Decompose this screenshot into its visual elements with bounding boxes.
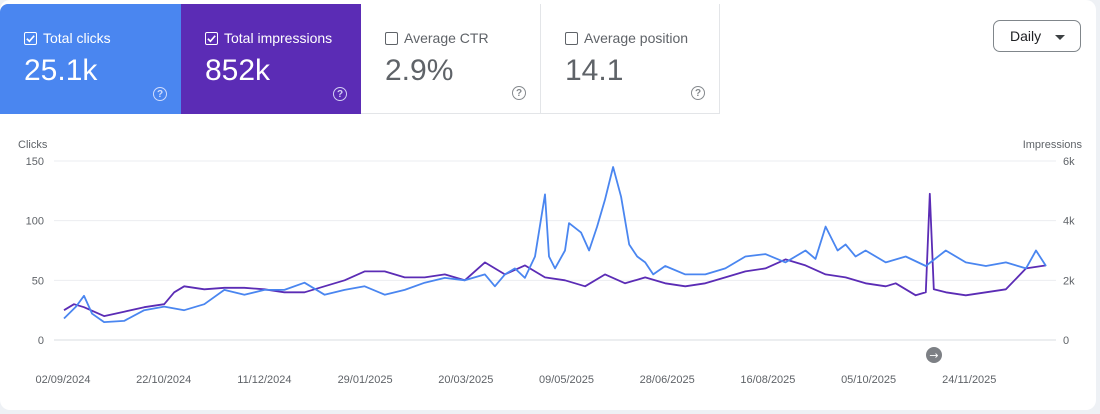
y-left-axis-title: Clicks [18,139,48,151]
granularity-selected: Daily [1010,28,1042,44]
caret-down-icon [1055,35,1065,40]
average-ctr-value: 2.9% [385,54,454,87]
total-clicks-value: 25.1k [24,54,98,87]
total-impressions-header: Total impressions [205,30,332,46]
x-axis-ticks: 02/09/2024 22/10/2024 11/12/2024 29/01/2025… [35,374,996,386]
x-tick: 05/10/2025 [841,374,896,386]
total-impressions-value: 852k [205,54,271,87]
chart-series [63,166,1047,323]
x-tick: 02/09/2024 [35,374,90,386]
y-left-tick: 100 [26,216,44,228]
average-ctr-label: Average CTR [404,30,489,46]
y-right-tick: 4k [1063,216,1075,228]
y-left-ticks: 0 50 100 150 [26,156,44,347]
average-position-card[interactable]: Average position 14.1 ? [541,4,720,114]
check-icon [26,34,35,42]
average-ctr-checkbox[interactable] [385,31,398,45]
help-icon[interactable]: ? [333,87,347,101]
x-tick: 28/06/2025 [640,374,695,386]
total-clicks-header: Total clicks [24,30,111,46]
arrow-right-icon: → [929,349,938,362]
next-period-button[interactable]: → [926,347,942,363]
average-position-header: Average position [565,30,688,46]
x-tick: 11/12/2024 [237,374,291,386]
help-icon[interactable]: ? [153,87,167,101]
check-icon [207,34,216,42]
total-impressions-label: Total impressions [224,30,333,46]
average-position-value: 14.1 [565,54,624,87]
y-left-tick: 150 [26,156,44,168]
average-position-checkbox[interactable] [565,31,578,45]
y-right-ticks: 0 2k 4k 6k [1063,156,1075,347]
x-tick: 20/03/2025 [438,374,493,386]
total-clicks-checkbox[interactable] [24,31,37,45]
total-clicks-series-line [63,166,1047,323]
total-impressions-checkbox[interactable] [205,31,218,45]
granularity-dropdown[interactable]: Daily [993,20,1081,52]
x-tick: 24/11/2025 [942,374,996,386]
y-right-tick: 6k [1063,156,1075,168]
y-left-tick: 0 [38,335,44,347]
y-left-tick: 50 [32,275,44,287]
chart-grid [54,160,1056,341]
y-right-tick: 0 [1063,335,1069,347]
total-clicks-card[interactable]: Total clicks 25.1k ? [0,4,181,114]
y-right-tick: 2k [1063,275,1075,287]
average-ctr-card[interactable]: Average CTR 2.9% ? [361,4,541,114]
total-impressions-series-line [63,192,1047,317]
average-position-label: Average position [584,30,689,46]
x-tick: 22/10/2024 [136,374,191,386]
x-tick: 09/05/2025 [539,374,594,386]
total-impressions-card[interactable]: Total impressions 852k ? [181,4,361,114]
x-tick: 16/08/2025 [740,374,795,386]
y-right-axis-title: Impressions [1023,139,1083,151]
average-ctr-header: Average CTR [385,30,489,46]
total-clicks-label: Total clicks [43,30,111,46]
x-tick: 29/01/2025 [338,374,393,386]
help-icon[interactable]: ? [512,86,526,100]
help-icon[interactable]: ? [691,86,705,100]
